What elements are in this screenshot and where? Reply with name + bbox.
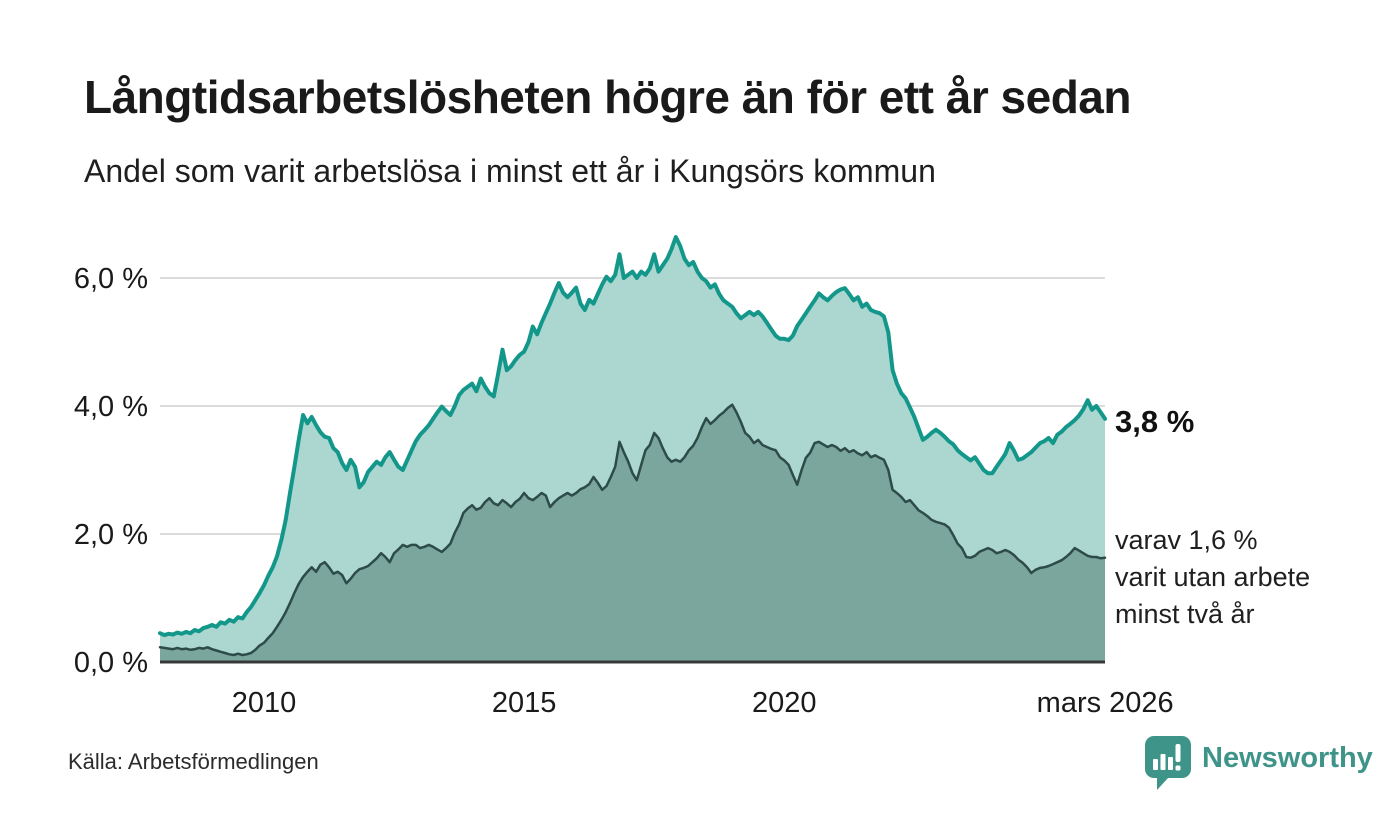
newsworthy-wordmark: Newsworthy [1202,741,1373,774]
latest-value-label: 3,8 % [1115,404,1195,439]
svg-text:2,0 %: 2,0 % [74,519,148,551]
newsworthy-bubble-icon [1145,736,1191,790]
annotation-line-1: varav 1,6 % [1115,525,1258,555]
svg-text:2020: 2020 [752,687,817,719]
source-credit: Källa: Arbetsförmedlingen [68,749,319,774]
unemployment-area-chart: 0,0 % 2,0 % 4,0 % 6,0 % 2010 2015 2020 mars 202… [74,235,1174,719]
page-subtitle: Andel som varit arbetslösa i minst ett å… [84,153,936,189]
svg-text:0,0 %: 0,0 % [74,647,148,679]
svg-text:mars 2026: mars 2026 [1037,687,1174,719]
svg-text:6,0 %: 6,0 % [74,263,148,295]
secondary-value-annotation: varav 1,6 % varit utan arbete minst två … [1115,522,1310,633]
annotation-line-2: varit utan arbete [1115,562,1311,592]
newsworthy-logo: Newsworthy [1145,736,1373,790]
chart-area: 0,0 % 2,0 % 4,0 % 6,0 % 2010 2015 2020 mars 202… [0,230,1400,730]
svg-text:2015: 2015 [492,687,557,719]
svg-text:2010: 2010 [232,687,297,719]
page-title: Långtidsarbetslösheten högre än för ett … [84,71,1131,123]
annotation-line-3: minst två år [1115,599,1255,629]
svg-text:4,0 %: 4,0 % [74,391,148,423]
